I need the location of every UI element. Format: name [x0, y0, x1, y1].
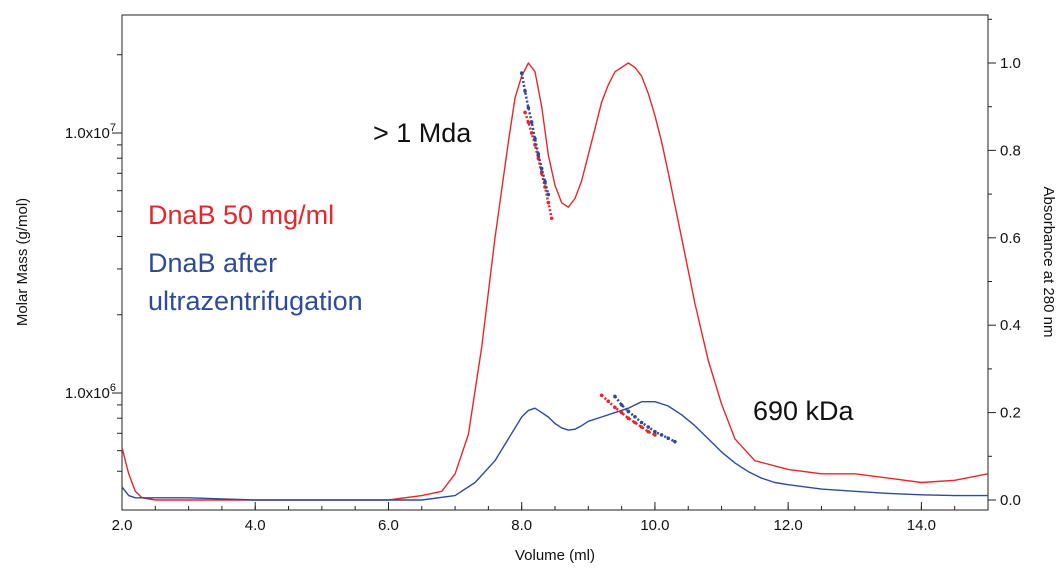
molar-mass-trace: [523, 111, 553, 219]
molar-mass-series-2: [523, 110, 554, 221]
y-right-tick-label: 0.4: [1000, 317, 1021, 334]
legend-red-label: DnaB 50 mg/ml: [148, 200, 334, 230]
x-tick-label: 14.0: [907, 517, 936, 534]
molar-mass-series-3: [519, 71, 551, 197]
y-left-tick-label: 1.0x106: [65, 382, 116, 402]
molar-mass-trace: [614, 395, 676, 443]
y-right-axis-ticks: 0.0 0.2 0.4 0.6 0.8 1.0: [988, 18, 1021, 509]
x-tick-label: 8.0: [511, 517, 532, 534]
absorbance-series-line-1: [121, 401, 988, 501]
molar-mass-series-4: [599, 393, 657, 437]
y-right-axis-title: Absorbance at 280 nm: [1040, 187, 1057, 338]
y-left-axis-ticks: 1.0x107 1.0x106: [65, 54, 122, 472]
y-left-axis-title: Molar Mass (g/mol): [14, 198, 31, 326]
y-right-tick-label: 0.8: [1000, 142, 1021, 159]
molar-mass-trace: [600, 394, 656, 437]
y-right-tick-label: 0.6: [1000, 230, 1021, 247]
x-tick-label: 4.0: [245, 517, 266, 534]
absorbance-series-line-0: [121, 62, 989, 501]
series-layer: [121, 62, 989, 501]
y-right-tick-label: 1.0: [1000, 55, 1021, 72]
x-tick-label: 12.0: [774, 517, 803, 534]
annotation-mda: > 1 Mda: [373, 118, 472, 148]
x-tick-label: 6.0: [378, 517, 399, 534]
x-axis-title: Volume (ml): [515, 547, 595, 564]
y-left-tick-label: 1.0x107: [65, 122, 116, 142]
molar-mass-point: [546, 192, 551, 197]
x-tick-label: 10.0: [640, 517, 669, 534]
y-right-tick-label: 0.2: [1000, 405, 1021, 422]
molar-mass-point: [673, 439, 677, 444]
molar-mass-series-5: [613, 394, 677, 444]
annotation-kda: 690 kDa: [753, 396, 855, 426]
legend-blue-label-line1: DnaB after: [148, 248, 277, 278]
x-tick-label: 2.0: [112, 517, 133, 534]
x-axis-ticks: 2.0 4.0 6.0 8.0 10.0 12.0 14.0: [112, 502, 989, 534]
y-right-tick-label: 0.0: [1000, 492, 1021, 509]
legend-blue-label-line2: ultrazentrifugation: [148, 286, 363, 316]
